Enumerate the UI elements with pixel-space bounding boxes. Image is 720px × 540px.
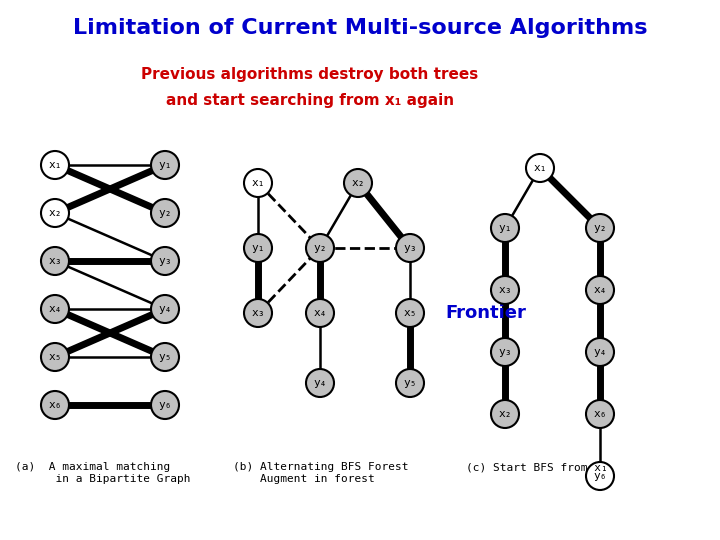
- Circle shape: [151, 247, 179, 275]
- Text: y₂: y₂: [158, 208, 172, 218]
- Circle shape: [526, 154, 554, 182]
- Text: x₂: x₂: [48, 208, 62, 218]
- Text: y₂: y₂: [593, 223, 607, 233]
- Text: x₁: x₁: [534, 163, 546, 173]
- Circle shape: [586, 276, 614, 304]
- Text: x₄: x₄: [593, 285, 607, 295]
- Circle shape: [586, 462, 614, 490]
- Text: y₁: y₁: [498, 223, 512, 233]
- Circle shape: [586, 338, 614, 366]
- Text: (c) Start BFS from x₁: (c) Start BFS from x₁: [466, 462, 608, 472]
- Circle shape: [151, 151, 179, 179]
- Text: x₂: x₂: [351, 178, 365, 188]
- Circle shape: [244, 234, 272, 262]
- Circle shape: [41, 151, 69, 179]
- Text: x₆: x₆: [593, 409, 607, 419]
- Text: x₂: x₂: [498, 409, 512, 419]
- Circle shape: [151, 391, 179, 419]
- Circle shape: [491, 276, 519, 304]
- Text: x₃: x₃: [48, 256, 62, 266]
- Circle shape: [306, 234, 334, 262]
- Circle shape: [244, 169, 272, 197]
- Text: x₃: x₃: [498, 285, 512, 295]
- Text: and start searching from x₁ again: and start searching from x₁ again: [166, 92, 454, 107]
- Circle shape: [491, 338, 519, 366]
- Text: y₁: y₁: [251, 243, 265, 253]
- Text: y₄: y₄: [313, 378, 327, 388]
- Circle shape: [491, 400, 519, 428]
- Circle shape: [396, 369, 424, 397]
- Text: y₆: y₆: [593, 471, 607, 481]
- Circle shape: [41, 295, 69, 323]
- Text: x₃: x₃: [251, 308, 265, 318]
- Circle shape: [151, 199, 179, 227]
- Circle shape: [151, 343, 179, 371]
- Text: (b) Alternating BFS Forest
    Augment in forest: (b) Alternating BFS Forest Augment in fo…: [233, 462, 408, 484]
- Circle shape: [396, 299, 424, 327]
- Text: y₃: y₃: [403, 243, 417, 253]
- Text: x₁: x₁: [251, 178, 265, 188]
- Circle shape: [586, 400, 614, 428]
- Text: y₄: y₄: [593, 347, 607, 357]
- Circle shape: [41, 247, 69, 275]
- Circle shape: [344, 169, 372, 197]
- Circle shape: [586, 214, 614, 242]
- Text: Limitation of Current Multi-source Algorithms: Limitation of Current Multi-source Algor…: [73, 18, 647, 38]
- Text: y₅: y₅: [403, 378, 417, 388]
- Text: x₄: x₄: [313, 308, 327, 318]
- Text: Previous algorithms destroy both trees: Previous algorithms destroy both trees: [141, 68, 479, 83]
- Text: y₃: y₃: [498, 347, 512, 357]
- Text: x₅: x₅: [48, 352, 62, 362]
- Circle shape: [491, 214, 519, 242]
- Text: x₆: x₆: [48, 400, 62, 410]
- Circle shape: [41, 199, 69, 227]
- Circle shape: [41, 343, 69, 371]
- Text: y₃: y₃: [158, 256, 172, 266]
- Circle shape: [396, 234, 424, 262]
- Text: y₁: y₁: [158, 160, 172, 170]
- Text: y₆: y₆: [158, 400, 172, 410]
- Text: x₄: x₄: [48, 304, 62, 314]
- Text: y₂: y₂: [313, 243, 327, 253]
- Circle shape: [151, 295, 179, 323]
- Text: (a)  A maximal matching
      in a Bipartite Graph: (a) A maximal matching in a Bipartite Gr…: [15, 462, 191, 484]
- Text: y₄: y₄: [158, 304, 172, 314]
- Circle shape: [41, 391, 69, 419]
- Text: x₅: x₅: [403, 308, 417, 318]
- Text: y₅: y₅: [158, 352, 172, 362]
- Text: Frontier: Frontier: [445, 304, 526, 322]
- Circle shape: [244, 299, 272, 327]
- Circle shape: [306, 369, 334, 397]
- Circle shape: [306, 299, 334, 327]
- Text: x₁: x₁: [48, 160, 62, 170]
